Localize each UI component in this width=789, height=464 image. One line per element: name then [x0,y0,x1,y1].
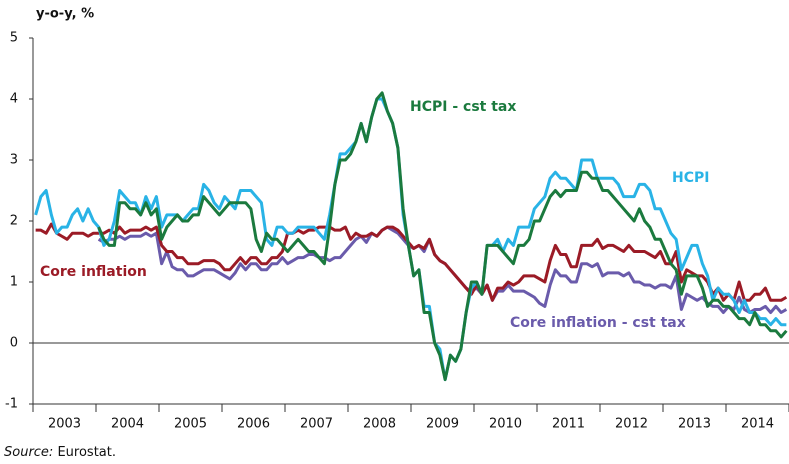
x-tick-label: 2005 [174,417,207,432]
x-tick-label: 2009 [426,417,459,432]
x-tick-label: 2014 [741,417,774,432]
y-tick-label: 4 [10,92,18,107]
x-tick-label: 2012 [615,417,648,432]
source-label: Source: [4,445,53,460]
y-tick-label: 0 [10,336,18,351]
x-tick-label: 2007 [300,417,333,432]
y-axis-label: y-o-y, % [36,7,94,22]
x-tick-label: 2008 [363,417,396,432]
series-label: Core inflation [40,264,147,280]
series-label: HCPI - cst tax [410,99,516,115]
source: Source: Eurostat. [4,445,116,460]
y-tick-label: 3 [10,153,18,168]
y-tick-label: -1 [5,397,18,412]
series-line [34,97,787,382]
y-tick-label: 5 [10,31,18,46]
series-label: Core inflation - cst tax [510,315,686,331]
x-tick-label: 2011 [552,417,585,432]
source-text: Eurostat. [57,445,116,460]
y-tick-label: 2 [10,214,18,229]
series-label: HCPI [672,170,709,186]
x-tick-label: 2004 [111,417,144,432]
series-line [35,222,788,302]
x-tick-label: 2013 [678,417,711,432]
x-tick-label: 2006 [237,417,270,432]
series-line [97,225,788,314]
series-line [97,91,788,382]
x-tick-label: 2003 [48,417,81,432]
y-tick-label: 1 [10,275,18,290]
x-tick-label: 2010 [489,417,522,432]
